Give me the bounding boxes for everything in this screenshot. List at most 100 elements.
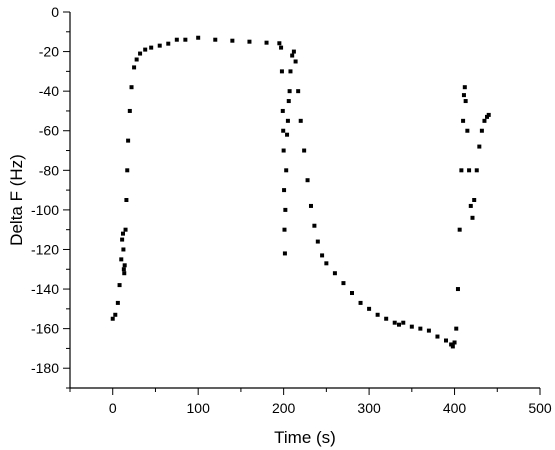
- data-point: [124, 198, 129, 202]
- data-point: [468, 203, 473, 208]
- data-point: [122, 271, 127, 276]
- data-point: [401, 320, 406, 325]
- data-points: [110, 35, 491, 349]
- data-point: [279, 69, 284, 74]
- x-ticks: 0 100 200 300 400 500: [69, 388, 552, 416]
- data-point: [143, 47, 148, 52]
- data-point: [127, 108, 132, 113]
- data-point: [279, 45, 284, 50]
- x-axis-title: Time (s): [274, 428, 336, 447]
- y-axis-title: Delta F (Hz): [7, 154, 26, 246]
- data-point: [113, 312, 118, 317]
- data-point: [129, 85, 134, 90]
- data-point: [138, 51, 143, 56]
- y-tick-label: -180: [31, 360, 59, 376]
- data-point: [298, 118, 303, 123]
- data-point: [409, 324, 414, 329]
- data-point: [312, 223, 317, 228]
- data-point: [117, 283, 122, 288]
- data-point: [454, 326, 459, 331]
- data-point: [461, 118, 466, 123]
- data-point: [302, 148, 307, 153]
- data-point: [174, 37, 179, 42]
- data-point: [290, 53, 295, 58]
- data-point: [115, 300, 120, 305]
- data-point: [350, 291, 354, 296]
- data-point: [375, 312, 380, 317]
- data-point: [384, 316, 389, 321]
- data-point: [282, 227, 287, 232]
- data-point: [166, 41, 171, 46]
- data-point: [444, 338, 448, 343]
- data-point: [282, 251, 287, 256]
- x-tick-label: 300: [357, 400, 381, 416]
- data-point: [455, 287, 460, 292]
- data-point: [132, 65, 137, 70]
- data-point: [126, 138, 131, 143]
- y-tick-label: -60: [39, 123, 59, 139]
- data-point: [282, 188, 287, 193]
- data-point: [283, 207, 288, 212]
- data-point: [157, 43, 162, 48]
- data-point: [280, 108, 285, 113]
- data-point: [120, 237, 125, 242]
- data-point: [320, 253, 325, 258]
- data-point: [397, 322, 401, 327]
- data-point: [472, 198, 477, 202]
- x-tick-label: 100: [187, 400, 211, 416]
- data-point: [277, 41, 282, 46]
- data-point: [121, 247, 126, 252]
- data-point: [315, 239, 320, 244]
- data-point: [426, 328, 431, 333]
- axes: [69, 12, 540, 389]
- data-point: [296, 89, 301, 94]
- data-point: [308, 203, 313, 208]
- y-tick-label: -100: [31, 202, 59, 218]
- data-point: [287, 89, 292, 94]
- data-point: [479, 128, 484, 133]
- data-point: [196, 35, 201, 40]
- data-point: [474, 168, 479, 173]
- data-point: [119, 257, 124, 262]
- data-point: [367, 306, 372, 311]
- data-point: [486, 112, 491, 117]
- data-point: [435, 334, 440, 339]
- data-point: [358, 300, 363, 305]
- y-tick-label: -140: [31, 281, 59, 297]
- data-point: [467, 168, 472, 173]
- y-tick-label: 0: [51, 4, 59, 20]
- data-point: [120, 231, 125, 236]
- data-point: [452, 340, 457, 345]
- data-point: [392, 320, 397, 325]
- data-point: [285, 118, 290, 123]
- data-point: [332, 271, 337, 276]
- data-point: [450, 344, 455, 349]
- x-tick-label: 400: [443, 400, 467, 416]
- data-point: [264, 40, 269, 45]
- data-point: [461, 93, 466, 98]
- data-point: [459, 168, 464, 173]
- data-point: [247, 39, 252, 44]
- data-point: [418, 326, 423, 331]
- data-point: [121, 267, 126, 272]
- data-point: [482, 118, 487, 123]
- y-tick-label: -20: [39, 44, 59, 60]
- data-point: [183, 37, 188, 42]
- data-point: [281, 128, 286, 133]
- data-point: [122, 263, 127, 268]
- y-tick-label: -160: [31, 321, 59, 337]
- data-point: [465, 128, 470, 133]
- data-point: [293, 59, 298, 64]
- data-point: [288, 69, 293, 74]
- data-point: [123, 227, 128, 232]
- y-tick-label: -120: [31, 241, 59, 257]
- data-point: [305, 178, 310, 183]
- data-point: [110, 316, 115, 321]
- data-point: [285, 132, 290, 137]
- data-point: [230, 38, 235, 43]
- data-point: [125, 168, 130, 173]
- y-ticks: 0 -20 -40 -60 -80 -100 -120 -140 -160 -180: [31, 4, 70, 389]
- data-point: [324, 261, 329, 266]
- data-point: [213, 37, 218, 42]
